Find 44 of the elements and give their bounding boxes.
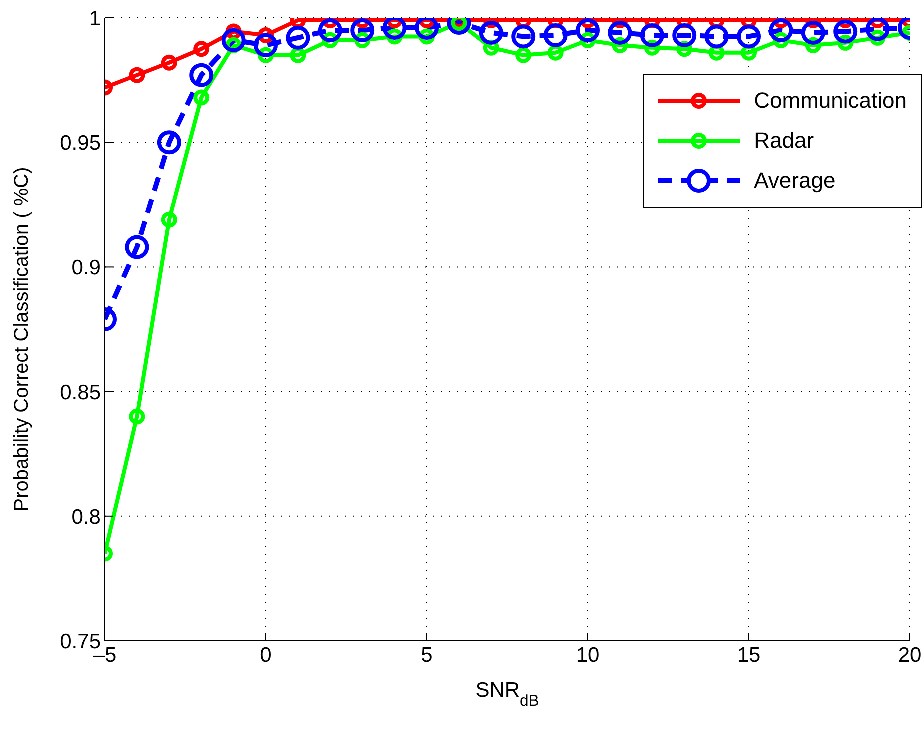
point (286, 26, 310, 50)
point (672, 23, 697, 48)
point (254, 33, 278, 58)
point (512, 24, 536, 49)
y-tick-label: 0.85 (60, 381, 101, 404)
point (129, 408, 146, 425)
y-tick-label: 0.8 (72, 506, 101, 529)
x-tick-label: 10 (576, 644, 600, 667)
point (161, 54, 178, 71)
legend-label: Average (754, 168, 836, 194)
point (479, 20, 504, 45)
y-tick-label: 0.95 (60, 132, 101, 156)
point (769, 18, 794, 42)
point (640, 23, 664, 48)
point (866, 18, 890, 42)
point (318, 18, 342, 42)
point (834, 20, 858, 44)
point (194, 41, 210, 58)
point (704, 24, 729, 49)
x-tick-label: 0 (260, 644, 272, 667)
x-axis-title: SNR$_{dB}$ (476, 679, 540, 710)
point (737, 24, 761, 49)
point (222, 28, 246, 52)
legend-label: Communication (754, 88, 907, 114)
y-tick-label: 1 (89, 7, 101, 30)
point (190, 63, 214, 88)
y-axis-title: Probability Correct Classification ( %C) (11, 167, 33, 512)
point (125, 235, 150, 260)
point (516, 47, 532, 64)
x-tick-label: 20 (898, 644, 922, 667)
point (157, 130, 182, 155)
x-tick-label: 15 (737, 644, 761, 667)
point (544, 23, 568, 48)
legend-label: Radar (754, 128, 814, 154)
point (290, 47, 306, 64)
y-tick-label: 0.9 (72, 256, 101, 280)
point (608, 20, 632, 45)
point (161, 212, 178, 228)
x-tick-label: 5 (421, 644, 433, 667)
point (194, 90, 210, 106)
point (801, 20, 826, 45)
point (129, 67, 146, 84)
point (350, 18, 375, 42)
point (576, 18, 600, 42)
